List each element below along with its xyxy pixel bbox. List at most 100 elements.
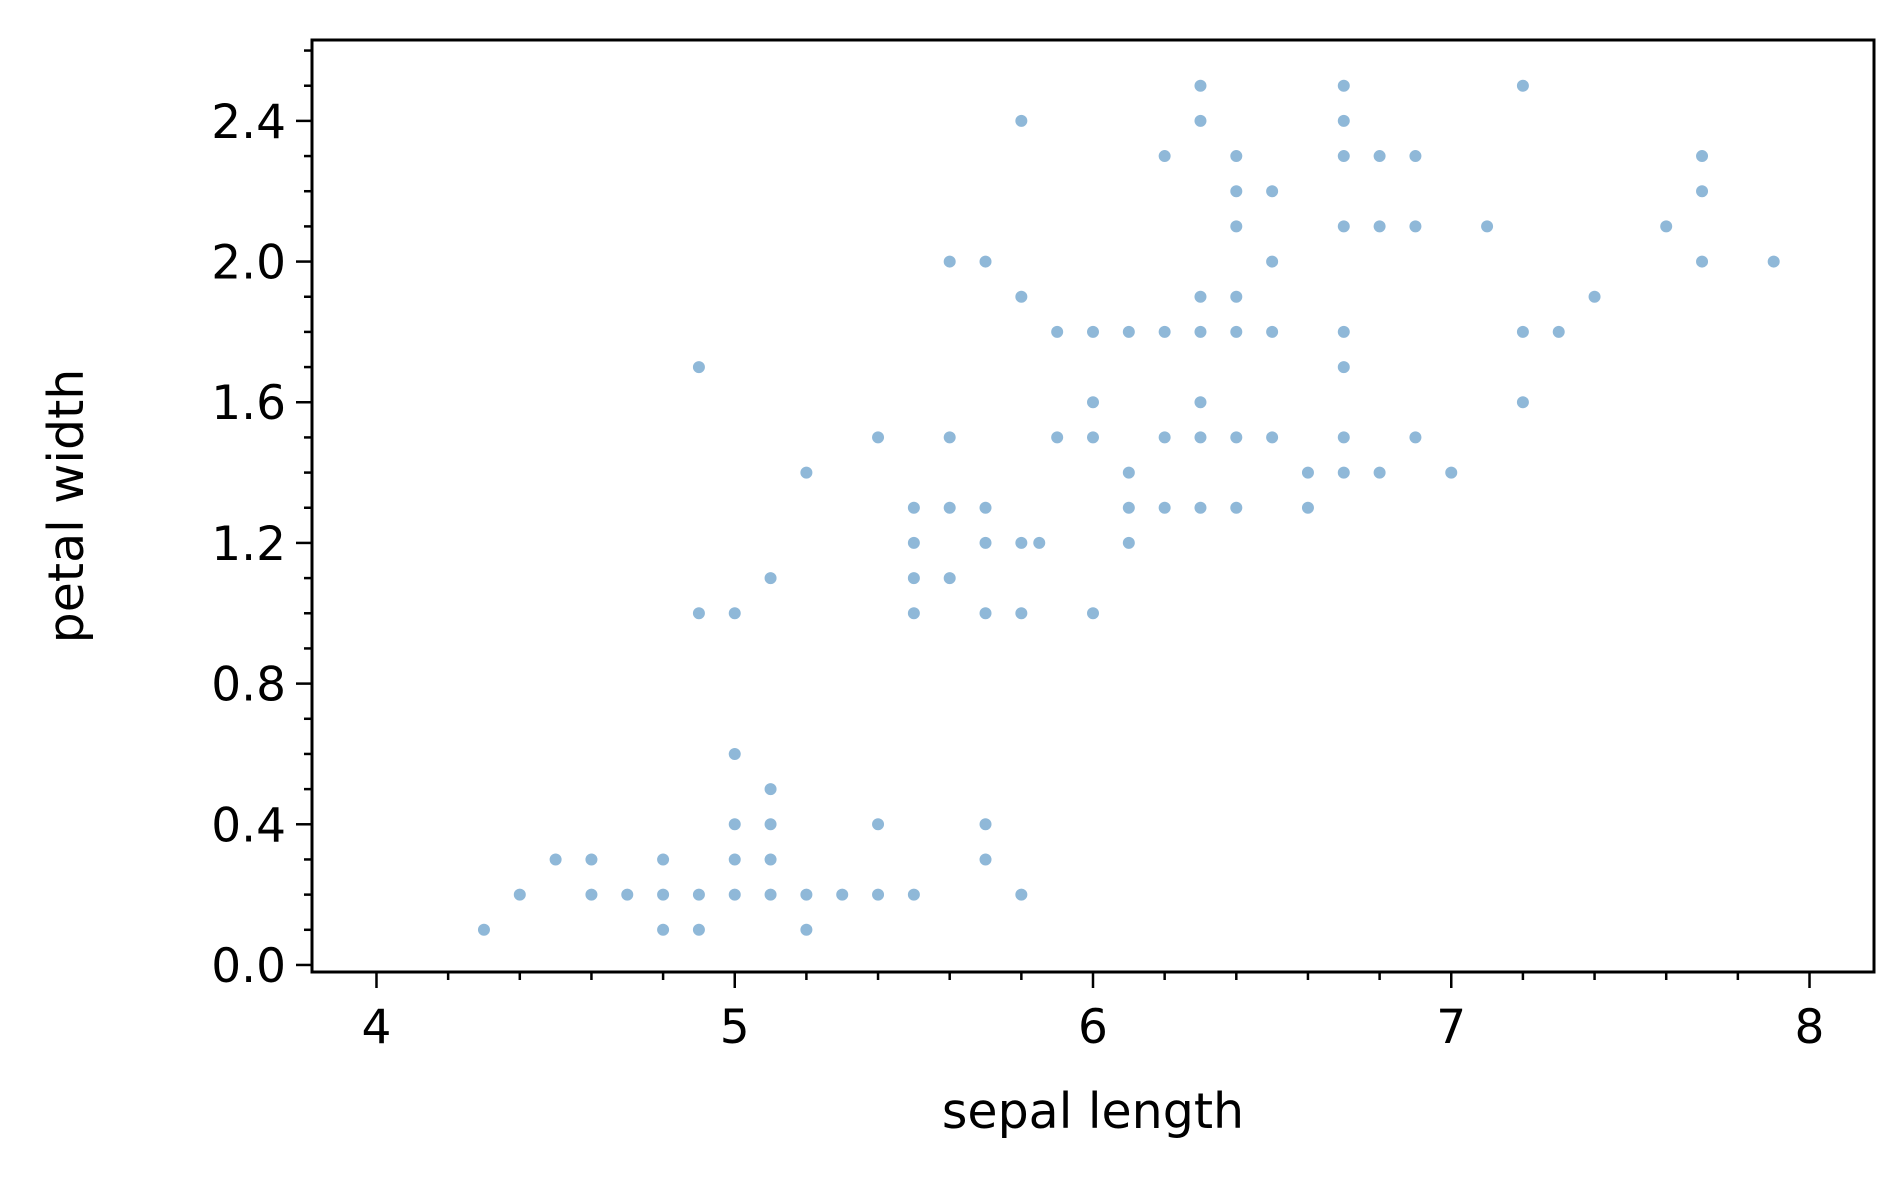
data-point bbox=[871, 430, 886, 445]
data-point bbox=[1766, 254, 1781, 269]
x-tick-label: 5 bbox=[720, 1000, 750, 1055]
y-tick-label: 1.2 bbox=[211, 517, 286, 572]
data-point bbox=[1229, 500, 1244, 515]
data-points bbox=[476, 78, 1781, 937]
data-point bbox=[1265, 324, 1280, 339]
x-tick-label: 4 bbox=[362, 1000, 392, 1055]
data-point bbox=[1372, 465, 1387, 480]
data-point bbox=[1372, 149, 1387, 164]
data-point bbox=[1695, 254, 1710, 269]
data-point bbox=[799, 887, 814, 902]
data-point bbox=[1515, 395, 1530, 410]
data-point bbox=[1336, 430, 1351, 445]
data-point bbox=[691, 887, 706, 902]
y-tick-label: 2.0 bbox=[211, 236, 286, 291]
y-tick-label: 0.0 bbox=[211, 939, 286, 994]
data-point bbox=[1659, 219, 1674, 234]
data-point bbox=[1300, 500, 1315, 515]
data-point bbox=[1408, 219, 1423, 234]
data-point bbox=[1121, 500, 1136, 515]
y-tick-label: 0.8 bbox=[211, 658, 286, 713]
tick-marks bbox=[296, 49, 1811, 988]
data-point bbox=[1193, 113, 1208, 128]
data-point bbox=[727, 746, 742, 761]
data-point bbox=[727, 606, 742, 621]
data-point bbox=[1193, 500, 1208, 515]
data-point bbox=[1695, 184, 1710, 199]
data-point bbox=[584, 887, 599, 902]
data-point bbox=[1336, 360, 1351, 375]
data-point bbox=[1193, 430, 1208, 445]
data-point bbox=[1050, 430, 1065, 445]
data-point bbox=[1229, 149, 1244, 164]
data-point bbox=[1193, 324, 1208, 339]
data-point bbox=[1408, 430, 1423, 445]
data-point bbox=[1157, 430, 1172, 445]
data-point bbox=[1300, 465, 1315, 480]
data-point bbox=[942, 500, 957, 515]
data-point bbox=[978, 817, 993, 832]
data-point bbox=[1014, 113, 1029, 128]
data-point bbox=[1229, 289, 1244, 304]
data-point bbox=[1265, 430, 1280, 445]
data-point bbox=[942, 571, 957, 586]
data-point bbox=[584, 852, 599, 867]
data-point bbox=[1515, 324, 1530, 339]
data-point bbox=[1587, 289, 1602, 304]
data-point bbox=[656, 852, 671, 867]
data-point bbox=[1408, 149, 1423, 164]
data-point bbox=[1695, 149, 1710, 164]
data-point bbox=[871, 887, 886, 902]
data-point bbox=[1336, 113, 1351, 128]
x-axis-label: sepal length bbox=[942, 1083, 1244, 1140]
data-point bbox=[476, 922, 491, 937]
data-point bbox=[978, 254, 993, 269]
data-point bbox=[978, 500, 993, 515]
data-point bbox=[1193, 78, 1208, 93]
data-point bbox=[799, 465, 814, 480]
data-point bbox=[1229, 184, 1244, 199]
data-point bbox=[906, 535, 921, 550]
data-point bbox=[548, 852, 563, 867]
data-point bbox=[691, 360, 706, 375]
x-tick-label: 6 bbox=[1078, 1000, 1108, 1055]
data-point bbox=[906, 606, 921, 621]
plot-area-frame bbox=[310, 38, 1876, 974]
data-point bbox=[1336, 465, 1351, 480]
data-point bbox=[1551, 324, 1566, 339]
data-point bbox=[691, 606, 706, 621]
data-point bbox=[1229, 324, 1244, 339]
data-point bbox=[871, 817, 886, 832]
data-point bbox=[1086, 395, 1100, 410]
data-point bbox=[978, 852, 993, 867]
data-point bbox=[942, 430, 957, 445]
data-point bbox=[763, 782, 778, 797]
data-point bbox=[1515, 78, 1530, 93]
data-point bbox=[512, 887, 527, 902]
data-point bbox=[1336, 219, 1351, 234]
data-point bbox=[656, 922, 671, 937]
data-point bbox=[1050, 324, 1065, 339]
tick-labels: 4 5 6 7 8 0.0 0.4 0.8 1.2 1.6 2.0 2.4 bbox=[211, 95, 1824, 1055]
data-point bbox=[1014, 606, 1029, 621]
data-point bbox=[978, 535, 993, 550]
data-point bbox=[1086, 324, 1100, 339]
data-point bbox=[1121, 535, 1136, 550]
data-point bbox=[942, 254, 957, 269]
data-point bbox=[1265, 184, 1280, 199]
data-point bbox=[835, 887, 850, 902]
data-point bbox=[1336, 78, 1351, 93]
data-point bbox=[1014, 887, 1029, 902]
data-point bbox=[1265, 254, 1280, 269]
data-point bbox=[727, 887, 742, 902]
data-point bbox=[799, 922, 814, 937]
data-point bbox=[1193, 289, 1208, 304]
data-point bbox=[978, 606, 993, 621]
data-point bbox=[1480, 219, 1495, 234]
data-point bbox=[763, 817, 778, 832]
x-tick-label: 7 bbox=[1436, 1000, 1466, 1055]
data-point bbox=[1086, 430, 1100, 445]
data-point bbox=[906, 500, 921, 515]
